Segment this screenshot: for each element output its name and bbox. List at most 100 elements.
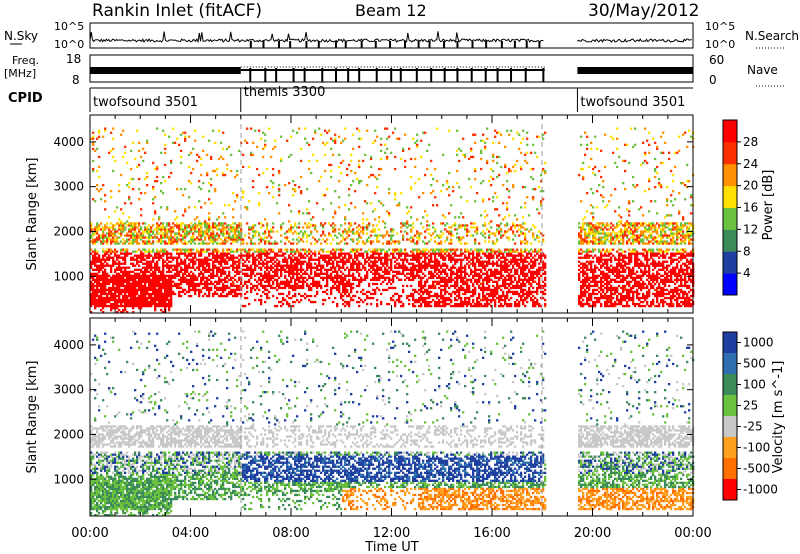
heatmap-cell — [448, 242, 451, 245]
heatmap-cell — [384, 278, 387, 281]
heatmap-cell — [406, 254, 409, 257]
heatmap-cell — [224, 284, 227, 288]
heatmap-cell — [300, 256, 303, 259]
heatmap-cell — [456, 258, 459, 261]
heatmap-cell — [146, 290, 149, 294]
heatmap-cell — [258, 288, 261, 292]
heatmap-cell — [390, 252, 393, 255]
heatmap-cell — [172, 238, 175, 241]
heatmap-cell — [276, 296, 279, 300]
heatmap-cell — [324, 169, 327, 173]
heatmap-cell — [478, 264, 481, 267]
heatmap-cell — [480, 286, 483, 290]
heatmap-cell — [442, 184, 445, 187]
heatmap-cell — [180, 188, 183, 191]
heatmap-cell — [160, 256, 163, 259]
heatmap-cell — [244, 280, 247, 283]
heatmap-cell — [266, 226, 269, 229]
heatmap-cell — [432, 252, 435, 255]
heatmap-cell — [376, 234, 379, 237]
heatmap-cell — [288, 280, 291, 283]
heatmap-cell — [334, 258, 337, 261]
heatmap-cell — [208, 190, 211, 193]
heatmap-cell — [322, 224, 325, 227]
heatmap-cell — [472, 292, 475, 296]
heatmap-cell — [356, 268, 359, 271]
heatmap-cell — [138, 276, 141, 279]
heatmap-cell — [138, 280, 141, 283]
heatmap-cell — [446, 250, 449, 253]
heatmap-cell — [334, 266, 337, 269]
heatmap-cell — [172, 276, 175, 279]
heatmap-cell — [314, 262, 317, 265]
heatmap-cell — [404, 268, 407, 271]
heatmap-cell — [162, 258, 165, 261]
heatmap-cell — [212, 252, 215, 255]
heatmap-cell — [392, 230, 395, 233]
heatmap-cell — [332, 280, 335, 283]
heatmap-cell — [342, 256, 345, 259]
heatmap-cell — [154, 300, 157, 304]
heatmap-cell — [478, 262, 481, 265]
heatmap-cell — [264, 240, 267, 243]
heatmap-cell — [454, 262, 457, 265]
heatmap-cell — [154, 228, 157, 231]
heatmap-cell — [362, 254, 365, 257]
heatmap-cell — [276, 202, 279, 205]
heatmap-cell — [164, 133, 167, 136]
heatmap-cell — [272, 167, 275, 171]
heatmap-cell — [306, 226, 309, 229]
heatmap-cell — [338, 282, 341, 286]
heatmap-cell — [152, 276, 155, 279]
heatmap-cell — [374, 248, 377, 251]
heatmap-cell — [284, 248, 287, 251]
heatmap-cell — [184, 236, 187, 239]
heatmap-cell — [416, 270, 419, 273]
heatmap-cell — [308, 276, 311, 279]
heatmap-cell — [116, 242, 119, 245]
heatmap-cell — [444, 288, 447, 292]
heatmap-cell — [148, 304, 151, 308]
heatmap-cell — [90, 286, 93, 290]
heatmap-cell — [140, 250, 143, 253]
heatmap-cell — [164, 232, 167, 235]
heatmap-cell — [442, 256, 445, 259]
heatmap-cell — [104, 268, 107, 271]
heatmap-cell — [474, 270, 477, 273]
heatmap-cell — [106, 294, 109, 298]
heatmap-cell — [114, 274, 117, 277]
heatmap-cell — [472, 262, 475, 265]
heatmap-cell — [382, 248, 385, 251]
heatmap-cell — [438, 236, 441, 239]
heatmap-cell — [358, 232, 361, 235]
heatmap-cell — [144, 222, 147, 225]
heatmap-cell — [310, 266, 313, 269]
heatmap-cell — [164, 242, 167, 245]
heatmap-cell — [270, 258, 273, 261]
heatmap-cell — [334, 252, 337, 255]
heatmap-cell — [220, 262, 223, 265]
heatmap-cell — [432, 250, 435, 253]
heatmap-cell — [306, 268, 309, 271]
heatmap-cell — [292, 238, 295, 241]
heatmap-cell — [416, 133, 419, 136]
heatmap-cell — [168, 290, 171, 294]
heatmap-cell — [152, 290, 155, 294]
heatmap-cell — [334, 254, 337, 257]
heatmap-cell — [202, 266, 205, 269]
heatmap-cell — [252, 270, 255, 273]
heatmap-cell — [92, 268, 95, 271]
heatmap-cell — [362, 266, 365, 269]
heatmap-cell — [228, 258, 231, 261]
cpid-segment-label: themis 3300 — [244, 85, 326, 100]
heatmap-cell — [456, 182, 459, 185]
heatmap-cell — [372, 282, 375, 286]
heatmap-cell — [322, 250, 325, 253]
heatmap-cell — [482, 262, 485, 265]
heatmap-cell — [264, 284, 267, 288]
heatmap-cell — [102, 240, 105, 243]
heatmap-cell — [280, 292, 283, 296]
heatmap-cell — [130, 284, 133, 288]
heatmap-cell — [386, 230, 389, 233]
heatmap-cell — [118, 282, 121, 286]
